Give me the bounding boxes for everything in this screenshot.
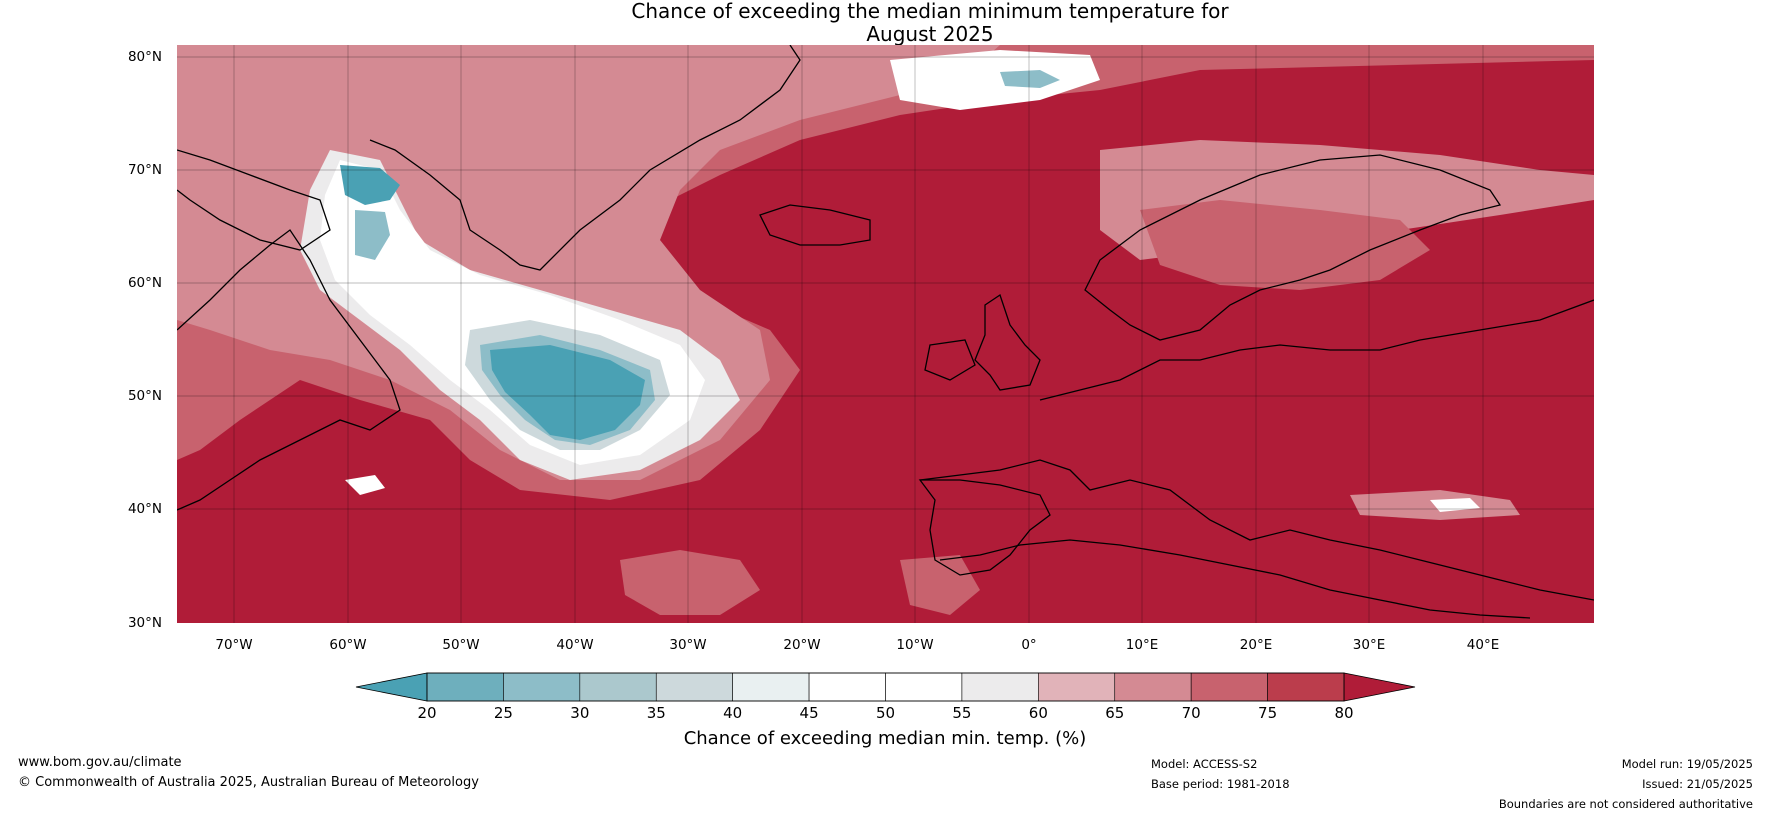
colorbar-segment: [426, 672, 504, 702]
graticule: [177, 45, 1594, 623]
colorbar-frame: [426, 672, 1345, 702]
colorbar-segment: [655, 672, 733, 702]
lon-label-10e: 10°E: [1126, 637, 1158, 653]
probability-zone-20: [490, 345, 645, 440]
lat-label-70: 70°N: [128, 162, 162, 178]
iceland-coastline: [759, 204, 871, 246]
footer-model: Model: ACCESS-S2: [1151, 757, 1258, 771]
lat-label-50: 50°N: [128, 388, 162, 404]
footer-copyright: © Commonwealth of Australia 2025, Austra…: [18, 775, 479, 790]
lon-label-0: 0°: [1021, 637, 1036, 653]
north-africa-coastline: [939, 539, 1531, 619]
colorbar-tick-label: 20: [417, 704, 436, 722]
colorbar-tick-label: 25: [494, 704, 513, 722]
probability-zone-60-newfoundland: [345, 475, 385, 495]
lon-label-40e: 40°E: [1467, 637, 1499, 653]
lon-label-50w: 50°W: [442, 637, 479, 653]
colorbar: 20 25 30 35 40 45 50 55 60 65 70 75 80: [355, 672, 1416, 722]
probability-zone-70-scandinavia: [1140, 200, 1430, 290]
lon-label-20e: 20°E: [1240, 637, 1272, 653]
british-isles-coastline: [924, 293, 1041, 391]
probability-zone-40-arctic: [1000, 70, 1060, 88]
footer-model-run: Model run: 19/05/2025: [1621, 757, 1753, 771]
iberia-coastline: [918, 479, 1051, 576]
probability-zone-70-africa: [900, 555, 980, 615]
colorbar-tick-label: 40: [723, 704, 742, 722]
lat-label-80: 80°N: [128, 49, 162, 65]
lon-label-20w: 20°W: [783, 637, 820, 653]
colorbar-over-arrow: [1343, 672, 1416, 702]
colorbar-segment: [1038, 672, 1116, 702]
probability-zone-20-baffin: [340, 165, 400, 205]
latitude-labels: 80°N 70°N 60°N 50°N 40°N 30°N: [128, 49, 162, 631]
title-line-2: August 2025: [866, 22, 994, 46]
lon-label-70w: 70°W: [215, 637, 252, 653]
continental-europe-coastline: [919, 299, 1594, 601]
probability-zone-50-arctic: [890, 50, 1100, 110]
footer-base-period: Base period: 1981-2018: [1151, 777, 1290, 791]
lat-label-40: 40°N: [128, 501, 162, 517]
colorbar-tick-label: 30: [570, 704, 589, 722]
lon-label-40w: 40°W: [556, 637, 593, 653]
lon-label-60w: 60°W: [329, 637, 366, 653]
colorbar-tick-label: 35: [647, 704, 666, 722]
lat-label-30: 30°N: [128, 615, 162, 631]
colorbar-tick-label: 45: [800, 704, 819, 722]
colorbar-segment: [808, 672, 886, 702]
coastlines: [177, 45, 1594, 619]
colorbar-segment: [1267, 672, 1345, 702]
title-line-1: Chance of exceeding the median minimum t…: [631, 0, 1229, 23]
colorbar-tick-label: 50: [876, 704, 895, 722]
scandinavia-coastline: [1084, 154, 1502, 341]
colorbar-tick-label: 70: [1182, 704, 1201, 722]
colorbar-segment: [503, 672, 581, 702]
colorbar-tick-label: 55: [952, 704, 971, 722]
lat-label-60: 60°N: [128, 275, 162, 291]
colorbar-title: Chance of exceeding median min. temp. (%…: [683, 728, 1087, 749]
greenland-coastline: [369, 45, 801, 271]
probability-zone-30-baffin: [355, 210, 390, 260]
footer-disclaimer: Boundaries are not considered authoritat…: [1498, 797, 1753, 811]
colorbar-under-arrow: [355, 672, 428, 702]
baffin-coastline: [177, 149, 331, 251]
colorbar-segment: [579, 672, 657, 702]
probability-zone-70-atlantic: [620, 550, 760, 615]
north-america-coastline: [177, 229, 401, 511]
colorbar-segment: [1190, 672, 1268, 702]
colorbar-tick-label: 60: [1029, 704, 1048, 722]
colorbar-tick-label: 80: [1334, 704, 1353, 722]
lon-label-30e: 30°E: [1353, 637, 1385, 653]
longitude-labels: 70°W 60°W 50°W 40°W 30°W 20°W 10°W 0° 10…: [215, 637, 1499, 653]
colorbar-tick-label: 65: [1105, 704, 1124, 722]
footer-issued: Issued: 21/05/2025: [1642, 777, 1753, 791]
colorbar-segment: [885, 672, 963, 702]
map-area: [177, 45, 1594, 623]
colorbar-tick-label: 75: [1258, 704, 1277, 722]
probability-zone-60-blacksea: [1430, 498, 1480, 512]
map-title: Chance of exceeding the median minimum t…: [0, 0, 1770, 46]
lon-label-30w: 30°W: [669, 637, 706, 653]
colorbar-segment: [732, 672, 810, 702]
lon-label-10w: 10°W: [896, 637, 933, 653]
colorbar-segment: [961, 672, 1039, 702]
footer-website[interactable]: www.bom.gov.au/climate: [18, 755, 182, 770]
colorbar-segment: [1114, 672, 1192, 702]
